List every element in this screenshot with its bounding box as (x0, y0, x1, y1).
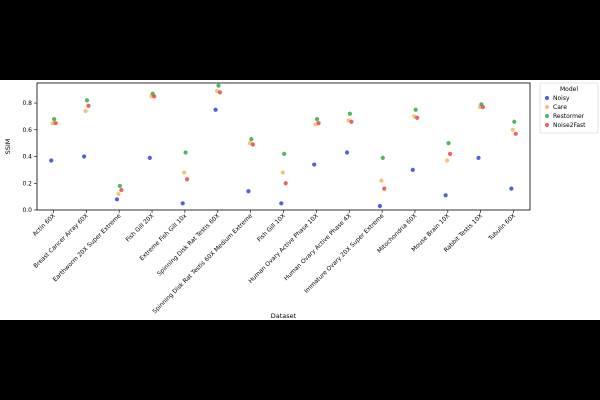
point-noise2fast (86, 103, 91, 108)
point-noise2fast (415, 115, 420, 120)
point-noisy (114, 197, 120, 202)
point-noise2fast (349, 119, 354, 124)
point-noisy (49, 158, 54, 163)
point-noisy (246, 189, 251, 194)
point-restormer (84, 98, 90, 103)
point-restormer (413, 107, 418, 112)
point-noise2fast (447, 151, 453, 156)
legend-box (539, 82, 599, 134)
point-restormer (446, 141, 451, 146)
point-restormer (117, 183, 122, 189)
point-noisy (180, 201, 185, 206)
point-restormer (183, 150, 188, 155)
point-noise2fast (250, 142, 255, 147)
x-axis-label: Dataset (271, 312, 297, 320)
y-tick-label: 0.0 (22, 207, 32, 214)
legend-entry: Noise2Fast (553, 122, 586, 129)
y-tick-label: 0.4 (22, 154, 32, 161)
point-restormer (282, 151, 287, 156)
point-noise2fast (316, 121, 321, 126)
legend-title: Model (560, 86, 578, 93)
y-tick-label: 0.2 (22, 180, 32, 187)
legend-entry: Restormer (553, 113, 585, 120)
legend-marker-restormer (544, 113, 550, 119)
point-noise2fast (480, 104, 485, 110)
plot-frame (36, 82, 531, 211)
point-care (445, 158, 450, 163)
point-noisy (82, 154, 87, 159)
point-noisy (147, 155, 152, 160)
point-noisy (410, 167, 415, 172)
point-noise2fast (217, 90, 223, 95)
point-restormer (380, 155, 385, 160)
chart-background (0, 80, 600, 320)
point-care (510, 127, 515, 132)
point-noisy (509, 186, 514, 191)
point-restormer (249, 137, 254, 142)
point-care (50, 121, 55, 126)
point-noisy (476, 155, 481, 160)
y-tick-label: 0.8 (22, 100, 32, 107)
y-axis-label: SSIM (4, 139, 12, 155)
legend: Model Noisy Care Restormer Noise2Fast (539, 82, 599, 134)
point-restormer (347, 111, 353, 116)
legend-marker-noisy (544, 95, 550, 101)
point-noisy (279, 201, 284, 206)
point-restormer (314, 116, 320, 122)
point-noise2fast (283, 181, 288, 186)
point-care (83, 108, 88, 114)
point-care (280, 170, 285, 175)
point-noise2fast (53, 121, 58, 126)
point-noisy (377, 203, 382, 209)
legend-entry: Noisy (553, 95, 570, 102)
points-layer (49, 83, 518, 209)
point-restormer (52, 116, 57, 122)
point-noise2fast (513, 131, 518, 136)
point-care (116, 191, 121, 197)
point-restormer (216, 83, 221, 88)
point-noisy (443, 193, 448, 198)
legend-marker-care (544, 104, 550, 110)
legend-marker-noise2fast (544, 122, 550, 128)
point-restormer (512, 119, 517, 124)
point-care (182, 170, 187, 175)
point-noise2fast (382, 186, 387, 191)
point-noisy (312, 162, 317, 167)
point-noisy (344, 150, 350, 155)
point-noise2fast (185, 177, 190, 182)
point-care (379, 178, 384, 183)
figure: 0.0 0.2 0.4 0.6 0.8 Actin 60X Breast Cancer Ar… (0, 80, 600, 320)
point-noise2fast (119, 187, 124, 193)
y-tick-label: 0.6 (22, 127, 32, 134)
point-noisy (213, 107, 218, 112)
point-noise2fast (152, 94, 157, 99)
legend-entry: Care (553, 104, 567, 111)
